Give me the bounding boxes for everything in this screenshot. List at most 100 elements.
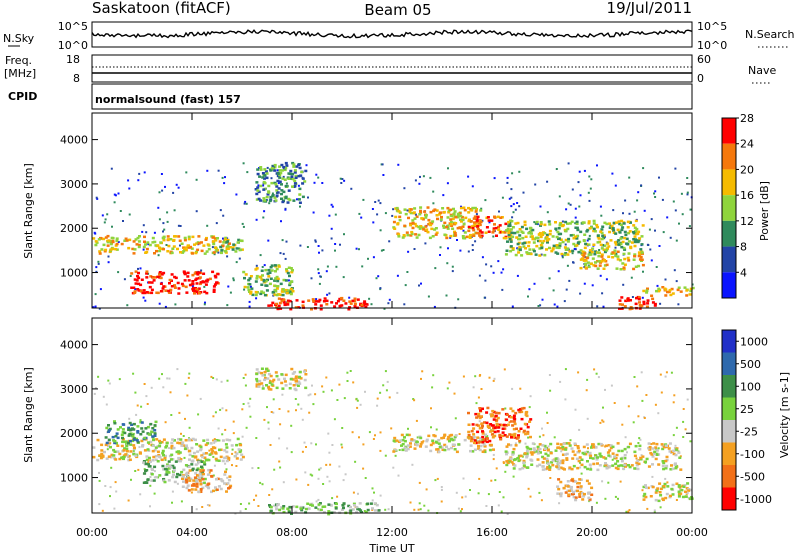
scatter-cell — [654, 403, 657, 406]
echo-cell — [121, 430, 125, 434]
echo-cell — [186, 271, 190, 275]
echo-cell — [425, 438, 429, 442]
echo-cell — [619, 464, 623, 467]
echo-cell — [218, 448, 221, 452]
echo-cell — [501, 431, 505, 434]
echo-cell — [524, 247, 527, 250]
echo-cell — [478, 223, 482, 227]
scatter-cell — [268, 202, 271, 205]
echo-cell — [94, 240, 98, 243]
echo-cell — [570, 479, 574, 482]
echo-cell — [373, 502, 377, 505]
echo-cell — [143, 449, 147, 452]
echo-cell — [293, 179, 297, 183]
echo-cell — [426, 230, 430, 234]
scatter-cell — [651, 475, 654, 478]
echo-cell — [592, 227, 596, 231]
echo-cell — [142, 481, 146, 484]
scatter-cell — [379, 431, 382, 434]
echo-cell — [142, 289, 146, 292]
echo-cell — [511, 247, 515, 250]
echo-cell — [223, 482, 226, 485]
scatter-cell — [296, 198, 298, 201]
scatter-cell — [632, 421, 635, 424]
scatter-cell — [492, 379, 495, 382]
y-tick-label: 4000 — [60, 339, 88, 352]
echo-cell — [556, 230, 560, 234]
echo-cell — [637, 251, 641, 254]
scatter-cell — [258, 167, 261, 169]
echo-cell — [642, 498, 646, 501]
echo-cell — [629, 306, 633, 309]
echo-cell — [292, 165, 296, 168]
echo-cell — [213, 283, 217, 286]
echo-cell — [204, 238, 208, 241]
scatter-cell — [262, 385, 264, 387]
scatter-cell — [314, 240, 317, 243]
echo-cell — [621, 262, 625, 265]
echo-cell — [269, 509, 273, 513]
echo-cell — [505, 424, 508, 427]
echo-cell — [282, 165, 286, 169]
echo-cell — [594, 454, 598, 457]
echo-cell — [249, 275, 253, 278]
echo-cell — [92, 446, 96, 449]
echo-cell — [489, 430, 493, 433]
echo-cell — [127, 454, 131, 458]
echo-cell — [100, 449, 104, 452]
echo-cell — [686, 482, 690, 485]
echo-cell — [213, 274, 217, 278]
echo-cell — [188, 458, 191, 461]
echo-cell — [677, 286, 681, 289]
echo-cell — [236, 241, 240, 244]
echo-cell — [184, 478, 188, 482]
echo-cell — [433, 228, 437, 231]
echo-cell — [301, 177, 305, 180]
echo-cell — [656, 487, 660, 490]
echo-cell — [140, 278, 144, 281]
echo-cell — [104, 248, 108, 252]
echo-cell — [115, 442, 118, 445]
scatter-cell — [255, 264, 258, 267]
scatter-cell — [609, 224, 612, 227]
echo-cell — [281, 507, 285, 510]
echo-cell — [183, 272, 187, 276]
echo-cell — [529, 451, 533, 454]
scatter-cell — [374, 201, 377, 203]
scatter-cell — [611, 172, 614, 175]
scatter-cell — [653, 511, 656, 514]
echo-cell — [449, 208, 453, 212]
echo-cell — [273, 288, 277, 292]
scatter-cell — [386, 380, 389, 383]
echo-cell — [202, 272, 206, 275]
scatter-cell — [314, 393, 317, 396]
scatter-cell — [641, 399, 644, 402]
echo-cell — [576, 481, 579, 485]
echo-cell — [587, 482, 591, 485]
echo-cell — [557, 487, 561, 491]
echo-cell — [285, 268, 288, 271]
scatter-cell — [579, 466, 582, 469]
echo-cell — [200, 474, 204, 478]
echo-cell — [622, 246, 626, 250]
echo-cell — [473, 441, 476, 445]
scatter-cell — [269, 444, 272, 446]
echo-cell — [401, 448, 405, 452]
echo-cell — [623, 463, 627, 467]
echo-cell — [204, 283, 208, 286]
colorbar-segment — [722, 487, 736, 510]
scatter-cell — [351, 431, 354, 434]
echo-cell — [154, 446, 158, 449]
echo-cell — [636, 467, 640, 471]
noise-right-label: N.Search — [745, 28, 795, 41]
echo-cell — [155, 249, 158, 253]
scatter-cell — [157, 476, 160, 479]
echo-cell — [677, 484, 681, 487]
echo-cell — [256, 168, 260, 171]
scatter-cell — [420, 377, 422, 380]
scatter-cell — [674, 167, 677, 170]
echo-cell — [596, 267, 600, 270]
echo-cell — [393, 227, 397, 230]
echo-cell — [187, 235, 191, 239]
echo-cell — [426, 206, 430, 209]
